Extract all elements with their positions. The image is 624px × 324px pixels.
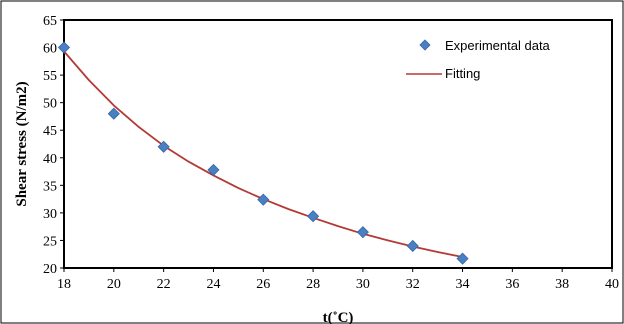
x-axis-title: t(˚C) xyxy=(323,310,354,324)
x-tick-label: 34 xyxy=(456,277,470,292)
plot-area xyxy=(63,19,613,269)
experimental-data-point xyxy=(406,239,419,253)
y-axis-title: Shear stress (N/m2) xyxy=(14,81,30,206)
x-tick-label: 22 xyxy=(157,277,171,292)
x-tick-label: 38 xyxy=(555,277,569,292)
experimental-data-point xyxy=(207,163,220,176)
experimental-data-point xyxy=(57,41,71,54)
legend-label-fitting: Fitting xyxy=(445,66,480,81)
y-tick-label: 35 xyxy=(43,179,57,194)
y-tick-label: 30 xyxy=(43,207,57,222)
x-tick-label: 26 xyxy=(256,277,270,292)
experimental-series xyxy=(57,41,469,265)
x-tick-label: 20 xyxy=(107,277,121,292)
x-tick-label: 36 xyxy=(505,277,519,292)
legend: Experimental data Fitting xyxy=(406,38,551,81)
x-tick-label: 18 xyxy=(57,277,71,292)
y-tick-label: 65 xyxy=(43,14,57,29)
experimental-data-point xyxy=(257,193,270,206)
y-axis-ticks: 20 25 30 35 40 45 50 55 60 65 xyxy=(43,14,64,277)
x-axis-ticks: 18 20 22 24 26 28 30 32 34 36 38 40 xyxy=(57,268,619,292)
y-tick-label: 25 xyxy=(43,234,57,249)
experimental-data-point xyxy=(157,140,170,153)
y-tick-label: 60 xyxy=(43,42,57,57)
x-tick-label: 40 xyxy=(605,277,619,292)
experimental-data-point xyxy=(356,226,369,239)
x-tick-label: 28 xyxy=(306,277,320,292)
experimental-data-point xyxy=(307,210,320,223)
x-tick-label: 30 xyxy=(356,277,370,292)
legend-marker-experimental xyxy=(419,39,431,51)
legend-label-experimental: Experimental data xyxy=(445,38,551,53)
experimental-data-point xyxy=(107,107,120,120)
experimental-data-point xyxy=(456,252,469,265)
y-tick-label: 40 xyxy=(43,152,57,167)
y-tick-label: 50 xyxy=(43,97,57,112)
x-tick-label: 32 xyxy=(406,277,420,292)
y-tick-label: 20 xyxy=(43,262,57,277)
y-tick-label: 45 xyxy=(43,124,57,139)
x-tick-label: 24 xyxy=(206,277,220,292)
y-tick-label: 55 xyxy=(43,69,57,84)
